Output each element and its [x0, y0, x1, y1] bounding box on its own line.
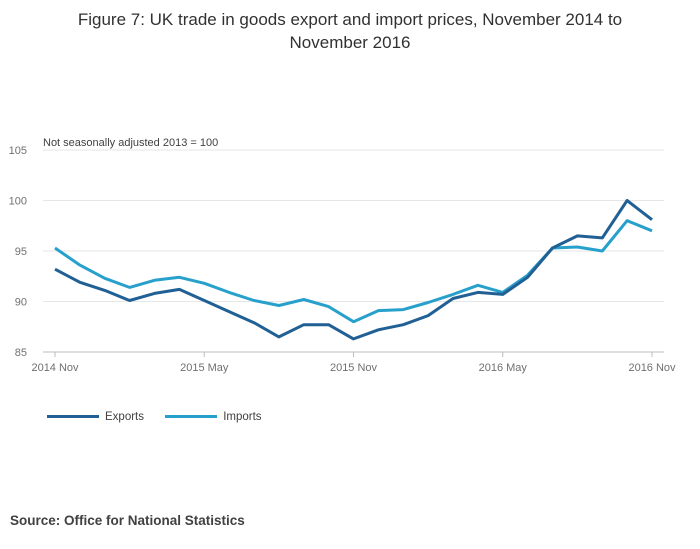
source-note: Source: Office for National Statistics — [10, 513, 245, 528]
chart-title-line1: Figure 7: UK trade in goods export and i… — [77, 10, 623, 29]
x-axis: 2014 Nov 2015 May 2015 Nov 2016 May 2016 Nov — [31, 352, 676, 374]
y-tick-label: 90 — [15, 297, 27, 309]
series-line-exports[interactable] — [54, 199, 653, 341]
legend-label-imports: Imports — [223, 410, 262, 423]
legend-swatch-exports — [47, 415, 99, 418]
legend-label-exports: Exports — [105, 410, 144, 423]
x-tick-label: 2015 May — [180, 362, 229, 374]
chart-subtitle: Not seasonally adjusted 2013 = 100 — [43, 137, 218, 149]
x-tick-label: 2016 Nov — [628, 362, 676, 374]
x-tick-label: 2015 Nov — [330, 362, 378, 374]
y-tick-label: 105 — [9, 145, 27, 157]
x-tick-label: 2014 Nov — [31, 362, 79, 374]
series-line-imports[interactable] — [54, 219, 653, 324]
legend: Exports Imports — [47, 409, 280, 423]
y-tick-label: 85 — [15, 347, 27, 359]
chart-title-line2: November 2016 — [289, 33, 411, 52]
y-tick-label: 100 — [9, 196, 27, 208]
legend-swatch-imports — [165, 415, 218, 418]
legend-item-exports[interactable]: Exports — [47, 411, 144, 423]
line-chart: Not seasonally adjusted 2013 = 100 85 90 9… — [9, 137, 676, 374]
chart-title: Figure 7: UK trade in goods export and i… — [0, 8, 700, 54]
series-lines — [54, 199, 653, 341]
legend-item-imports[interactable]: Imports — [165, 410, 262, 423]
y-tick-label: 95 — [15, 246, 27, 258]
x-tick-label: 2016 May — [479, 362, 528, 374]
y-axis-ticks: 85 90 95 100 105 — [9, 145, 27, 359]
